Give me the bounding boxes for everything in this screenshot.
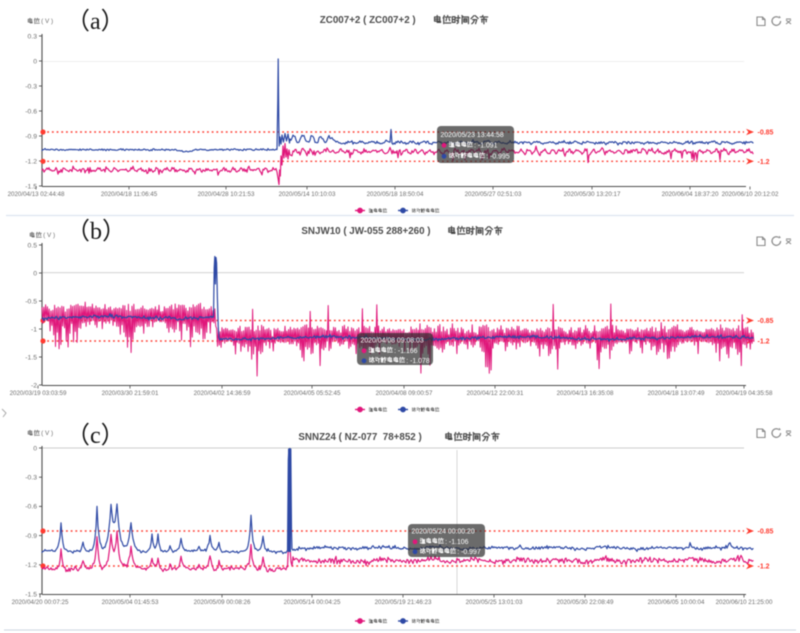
svg-text:2020/05/30 22:08:49: 2020/05/30 22:08:49 <box>557 599 614 606</box>
svg-text:-1: -1 <box>31 326 37 333</box>
svg-text:-0.85: -0.85 <box>758 529 774 536</box>
svg-text:-0.9: -0.9 <box>25 133 37 140</box>
svg-text:0: 0 <box>33 270 37 277</box>
svg-text:2020/05/27 02:51:03: 2020/05/27 02:51:03 <box>465 191 522 198</box>
svg-text:( V ): ( V ) <box>41 18 53 25</box>
svg-text:-0.85: -0.85 <box>758 130 774 137</box>
svg-text:2020/04/08 09:08:03: 2020/04/08 09:08:03 <box>361 338 424 345</box>
svg-text:2020/03/19 03:03:59: 2020/03/19 03:03:59 <box>10 390 67 397</box>
svg-text:2020/04/18 11:06:45: 2020/04/18 11:06:45 <box>101 191 158 198</box>
svg-text:SNJW10 ( JW-055 288+260 ): SNJW10 ( JW-055 288+260 ) <box>301 226 430 237</box>
svg-text:-0.6: -0.6 <box>25 504 37 511</box>
svg-text:2020/04/20 00:07:25: 2020/04/20 00:07:25 <box>12 599 69 606</box>
svg-text:-1.2: -1.2 <box>758 339 770 346</box>
svg-text:-0.6: -0.6 <box>25 108 37 115</box>
svg-text:: -0.997: : -0.997 <box>457 549 481 556</box>
svg-text:SNNZ24 ( NZ-077 78+852 ): SNNZ24 ( NZ-077 78+852 ) <box>298 432 421 443</box>
svg-text:-1.5: -1.5 <box>25 183 37 190</box>
svg-text:0: 0 <box>33 445 37 452</box>
svg-text:2020/04/18 13:07:49: 2020/04/18 13:07:49 <box>648 390 705 397</box>
svg-text:-0.5: -0.5 <box>25 298 37 305</box>
svg-text:-2: -2 <box>31 382 37 389</box>
svg-text:-0.85: -0.85 <box>758 318 774 325</box>
svg-text:2020/04/28 10:21:53: 2020/04/28 10:21:53 <box>198 191 255 198</box>
svg-text:2020/03/30 21:59:01: 2020/03/30 21:59:01 <box>102 390 159 397</box>
svg-text:: -1.106: : -1.106 <box>445 539 469 546</box>
svg-text:2020/06/10 21:25:00: 2020/06/10 21:25:00 <box>716 599 773 606</box>
svg-text:2020/06/04 18:37:20: 2020/06/04 18:37:20 <box>662 191 719 198</box>
svg-text:-1.2: -1.2 <box>758 159 770 166</box>
svg-text:-1.2: -1.2 <box>758 564 770 571</box>
svg-text:ZC007+2 ( ZC007+2 ): ZC007+2 ( ZC007+2 ) <box>320 15 416 26</box>
svg-text:( V ): ( V ) <box>43 232 55 239</box>
svg-text:2020/04/08 09:00:57: 2020/04/08 09:00:57 <box>376 390 433 397</box>
svg-text:2020/05/04 01:45:53: 2020/05/04 01:45:53 <box>102 599 159 606</box>
svg-text:（b）: （b） <box>66 219 126 245</box>
svg-text:-1.5: -1.5 <box>25 354 37 361</box>
svg-text:0: 0 <box>33 58 37 65</box>
svg-text:2020/05/18 18:50:04: 2020/05/18 18:50:04 <box>367 191 424 198</box>
svg-text:2020/04/05 05:52:45: 2020/04/05 05:52:45 <box>284 390 341 397</box>
svg-text:（a）: （a） <box>66 9 125 35</box>
svg-text:2020/06/05 10:00:04: 2020/06/05 10:00:04 <box>648 599 705 606</box>
svg-text:2020/04/19 04:35:58: 2020/04/19 04:35:58 <box>716 390 773 397</box>
svg-text:-1.5: -1.5 <box>25 591 37 598</box>
svg-text:2020/05/09 00:08:26: 2020/05/09 00:08:26 <box>194 599 251 606</box>
svg-text:0.3: 0.3 <box>28 33 38 40</box>
svg-text:: -1.166: : -1.166 <box>394 348 418 355</box>
svg-text:2020/05/14 00:04:25: 2020/05/14 00:04:25 <box>284 599 341 606</box>
svg-text:( V ): ( V ) <box>41 430 53 437</box>
svg-text:2020/06/10 20:12:02: 2020/06/10 20:12:02 <box>722 191 779 198</box>
svg-text:2020/04/02 14:36:59: 2020/04/02 14:36:59 <box>194 390 251 397</box>
svg-text:: -1.091: : -1.091 <box>474 143 498 150</box>
svg-text:-1.2: -1.2 <box>25 562 37 569</box>
svg-text:2020/04/12 22:00:31: 2020/04/12 22:00:31 <box>467 390 524 397</box>
svg-text:0.5: 0.5 <box>28 242 38 249</box>
svg-text:: -0.995: : -0.995 <box>486 154 510 161</box>
svg-text:2020/05/23 13:44:58: 2020/05/23 13:44:58 <box>441 132 504 139</box>
svg-text:2020/05/30 13:20:17: 2020/05/30 13:20:17 <box>564 191 621 198</box>
svg-text:2020/04/13 02:44:48: 2020/04/13 02:44:48 <box>8 191 65 198</box>
svg-text:-0.9: -0.9 <box>25 533 37 540</box>
svg-text:-1.2: -1.2 <box>25 158 37 165</box>
svg-text:-0.3: -0.3 <box>25 475 37 482</box>
svg-text:2020/05/24 00:00:20: 2020/05/24 00:00:20 <box>412 529 475 536</box>
svg-text:2020/05/19 21:46:23: 2020/05/19 21:46:23 <box>375 599 432 606</box>
svg-text:（c）: （c） <box>66 423 125 449</box>
svg-text:: -1.078: : -1.078 <box>406 358 430 365</box>
svg-text:2020/05/14 10:10:03: 2020/05/14 10:10:03 <box>279 191 336 198</box>
svg-text:2020/04/13 16:35:08: 2020/04/13 16:35:08 <box>557 390 614 397</box>
svg-text:2020/05/25 13:01:03: 2020/05/25 13:01:03 <box>466 599 523 606</box>
svg-text:-0.3: -0.3 <box>25 83 37 90</box>
